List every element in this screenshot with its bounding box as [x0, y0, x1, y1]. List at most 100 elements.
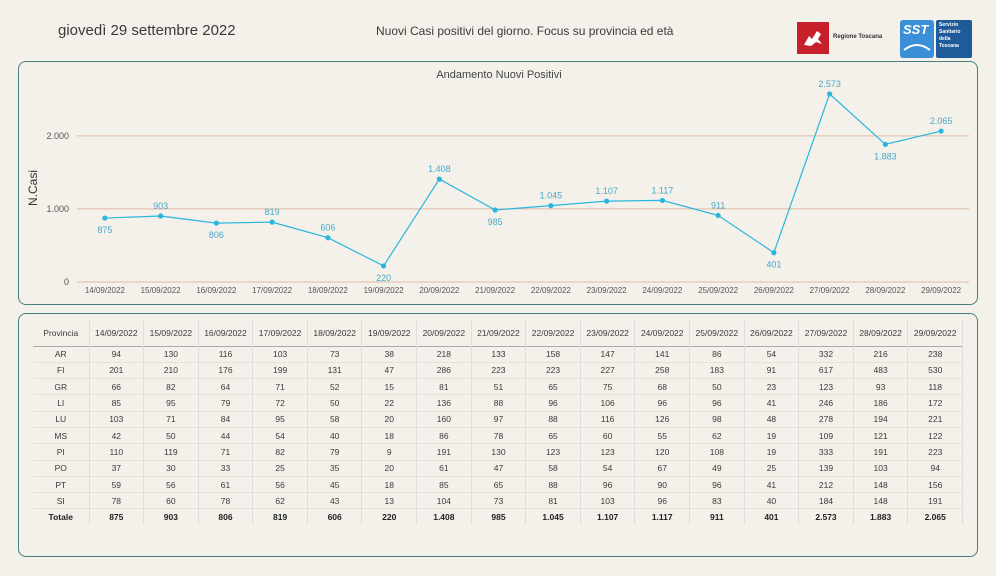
- value-cell: 286: [416, 362, 472, 380]
- value-cell: 191: [907, 492, 963, 510]
- data-label: 1.883: [874, 151, 897, 161]
- table-row: AR 94 130 116 103 73 38 218 133 158 147 141 86 54 332 2…: [33, 346, 963, 363]
- column-header-date: 15/09/2022: [143, 320, 199, 346]
- value-cell: 85: [89, 394, 145, 412]
- value-cell: 15: [361, 378, 418, 396]
- province-cell: MS: [33, 427, 90, 445]
- value-cell: 220: [361, 508, 418, 526]
- x-tick-label: 29/09/2022: [921, 286, 962, 295]
- value-cell: 332: [798, 346, 854, 363]
- value-cell: 61: [416, 460, 472, 477]
- x-tick-label: 22/09/2022: [531, 286, 572, 295]
- table-panel: Provincia 14/09/2022 15/09/2022 16/09/2022…: [18, 313, 978, 557]
- x-tick-label: 27/09/2022: [810, 286, 851, 295]
- value-cell: 47: [471, 460, 527, 477]
- table-row: PT 59 56 61 56 45 18 85 65 88 96 90 96 41 212 148 156: [33, 476, 963, 494]
- value-cell: 133: [471, 346, 527, 363]
- value-cell: 136: [416, 394, 472, 412]
- column-header-date: 28/09/2022: [853, 320, 909, 346]
- data-label: 985: [488, 217, 503, 227]
- table-row: FI 201 210 176 199 131 47 286 223 223 227 258 183 91 6…: [33, 362, 963, 380]
- value-cell: 95: [252, 411, 308, 428]
- value-cell: 191: [853, 443, 909, 461]
- table-row: LU 103 71 84 95 58 20 160 97 88 116 126 98 48 278 194 22…: [33, 411, 963, 428]
- value-cell: 985: [471, 508, 527, 526]
- table-row: SI 78 60 78 62 43 13 104 73 81 103 96 83 40 184 148 191: [33, 492, 963, 510]
- value-cell: 20: [361, 411, 418, 428]
- value-cell: 84: [198, 411, 254, 428]
- value-cell: 65: [525, 427, 581, 445]
- table-row: GR 66 82 64 71 52 15 81 51 65 75 68 50 23 123 93 118: [33, 378, 963, 396]
- value-cell: 78: [471, 427, 527, 445]
- value-cell: 37: [89, 460, 145, 477]
- value-cell: 19: [744, 443, 800, 461]
- header: giovedì 29 settembre 2022 Nuovi Casi pos…: [0, 0, 996, 58]
- table-row: MS 42 50 44 54 40 18 86 78 65 60 55 62 19 109 121 122: [33, 427, 963, 445]
- value-cell: 45: [307, 476, 363, 494]
- value-cell: 96: [580, 476, 636, 494]
- value-cell: 96: [525, 394, 581, 412]
- value-cell: 210: [143, 362, 199, 380]
- data-point: [381, 263, 387, 269]
- value-cell: 903: [143, 508, 199, 526]
- value-cell: 483: [853, 362, 909, 380]
- value-cell: 54: [744, 346, 800, 363]
- value-cell: 199: [252, 362, 308, 380]
- value-cell: 43: [307, 492, 363, 510]
- value-cell: 238: [907, 346, 963, 363]
- province-cell: LU: [33, 411, 90, 428]
- value-cell: 130: [143, 346, 199, 363]
- value-cell: 123: [525, 443, 581, 461]
- data-point: [158, 213, 164, 219]
- value-cell: 2.065: [907, 508, 963, 526]
- gridlines: [77, 135, 969, 283]
- data-label: 819: [265, 207, 280, 217]
- value-cell: 40: [744, 492, 800, 510]
- value-cell: 94: [89, 346, 145, 363]
- data-label: 2.065: [930, 116, 953, 126]
- value-cell: 183: [689, 362, 745, 380]
- value-cell: 103: [853, 460, 909, 477]
- value-cell: 148: [853, 476, 909, 494]
- value-cell: 160: [416, 411, 472, 428]
- value-cell: 184: [798, 492, 854, 510]
- data-point: [548, 203, 554, 209]
- province-cell: FI: [33, 362, 90, 380]
- value-cell: 227: [580, 362, 636, 380]
- value-cell: 103: [580, 492, 636, 510]
- value-cell: 147: [580, 346, 636, 363]
- value-cell: 139: [798, 460, 854, 477]
- value-cell: 82: [143, 378, 199, 396]
- value-cell: 51: [471, 378, 527, 396]
- value-cell: 258: [634, 362, 691, 380]
- value-cell: 116: [580, 411, 636, 428]
- value-cell: 96: [689, 394, 745, 412]
- data-point: [102, 215, 108, 221]
- value-cell: 223: [471, 362, 527, 380]
- value-cell: 119: [143, 443, 199, 461]
- value-cell: 47: [361, 362, 418, 380]
- value-cell: 130: [471, 443, 527, 461]
- value-cell: 109: [798, 427, 854, 445]
- value-cell: 95: [143, 394, 199, 412]
- value-cell: 86: [416, 427, 472, 445]
- value-cell: 72: [252, 394, 308, 412]
- regione-toscana-logo: Regione Toscana: [797, 22, 887, 54]
- value-cell: 121: [853, 427, 909, 445]
- value-cell: 62: [252, 492, 308, 510]
- province-cell: AR: [33, 346, 90, 363]
- value-cell: 118: [907, 378, 963, 396]
- value-cell: 65: [471, 476, 527, 494]
- value-cell: 120: [634, 443, 691, 461]
- value-cell: 65: [525, 378, 581, 396]
- value-cell: 73: [471, 492, 527, 510]
- value-cell: 148: [853, 492, 909, 510]
- x-tick-label: 25/09/2022: [698, 286, 739, 295]
- data-point: [938, 128, 944, 134]
- data-label: 1.045: [540, 191, 563, 201]
- chart-title: Andamento Nuovi Positivi: [436, 69, 561, 81]
- column-header-provincia: Provincia: [33, 320, 90, 346]
- value-cell: 19: [744, 427, 800, 445]
- data-label: 1.117: [651, 185, 673, 195]
- value-cell: 50: [307, 394, 363, 412]
